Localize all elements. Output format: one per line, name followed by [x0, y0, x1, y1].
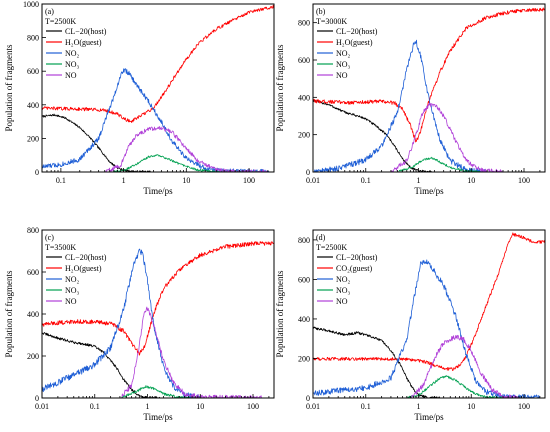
series-line-4	[313, 156, 545, 173]
y-tick-label: 800	[298, 236, 310, 245]
x-tick-label: 0.1	[361, 402, 371, 411]
panel-a: 0.1 1 10 10002004006008001000Time/psPopulat…	[4, 0, 275, 196]
panel-d: 0.01 0.1 1 10 100 0 200 400 600 800 Time/ps Populat…	[275, 229, 546, 422]
x-axis-label: Time/ps	[414, 412, 444, 422]
y-axis-label: Population of fragments	[275, 44, 285, 131]
series-line-2	[41, 241, 275, 356]
series-line-4	[313, 375, 545, 399]
y-tick-label: 200	[298, 131, 310, 140]
legend-label: NO₂	[336, 275, 351, 284]
panel-b: 0.01 0.1 1 10 100 0 200 400 600 800 Time/ps Populat…	[275, 3, 546, 196]
y-tick-label: 400	[298, 315, 310, 324]
x-tick-label: 10	[182, 176, 190, 185]
legend-label: NO	[336, 297, 348, 306]
legend-label: NO₂	[65, 49, 80, 58]
y-tick-label: 800	[27, 34, 39, 43]
x-tick-label: 1	[417, 176, 421, 185]
x-tick-label: 10	[196, 402, 204, 411]
series-line-2	[312, 7, 546, 143]
y-tick-label: 600	[27, 268, 39, 277]
legend-label: H₂O(guest)	[336, 38, 373, 47]
x-tick-label: 100	[518, 176, 530, 185]
y-tick-label: 400	[298, 93, 310, 102]
x-tick-label: 1	[417, 402, 421, 411]
legend-label: H₂O(guest)	[65, 264, 102, 273]
temperature-label: T=2500K	[316, 243, 347, 252]
x-tick-label: 0.01	[306, 176, 320, 185]
legend-label: NO₃	[336, 60, 351, 69]
y-tick-label: 600	[27, 67, 39, 76]
temperature-label: T=2500K	[45, 17, 76, 26]
x-tick-label: 10	[467, 176, 475, 185]
x-tick-label: 1	[122, 176, 126, 185]
legend-label: CL−20(host)	[336, 253, 378, 262]
legend-label: NO₃	[65, 286, 80, 295]
legend-label: CL−20(host)	[336, 27, 378, 36]
x-tick-label: 0.1	[56, 176, 66, 185]
series-line-5	[313, 334, 545, 399]
y-axis-label: Population of fragments	[275, 270, 285, 357]
legend-label: NO	[336, 71, 348, 80]
y-tick-label: 400	[27, 101, 39, 110]
y-axis-label: Population of fragments	[4, 270, 14, 357]
series-line-3	[312, 259, 546, 399]
x-tick-label: 0.01	[35, 402, 49, 411]
y-tick-label: 600	[298, 275, 310, 284]
x-tick-label: 100	[247, 402, 259, 411]
x-axis-label: Time/ps	[143, 186, 173, 196]
x-tick-label: 1	[146, 402, 150, 411]
legend-label: NO₂	[336, 49, 351, 58]
x-axis-label: Time/ps	[143, 412, 173, 422]
x-tick-label: 100	[518, 402, 530, 411]
y-tick-label: 600	[298, 56, 310, 65]
series-line-5	[42, 125, 275, 173]
series-line-4	[42, 154, 274, 173]
y-tick-label: 0	[306, 394, 310, 403]
y-tick-label: 400	[27, 310, 39, 319]
y-tick-label: 200	[298, 354, 310, 363]
panel-label: (b)	[316, 7, 326, 16]
series-line-5	[42, 306, 274, 399]
series-line-2	[41, 5, 275, 123]
y-tick-label: 0	[306, 168, 310, 177]
y-tick-label: 200	[27, 352, 39, 361]
y-tick-label: 800	[298, 19, 310, 28]
legend-label: NO	[65, 71, 77, 80]
legend-label: NO	[65, 297, 77, 306]
y-tick-label: 1000	[23, 0, 39, 9]
temperature-label: T=3000K	[316, 17, 347, 26]
x-tick-label: 0.1	[90, 402, 100, 411]
series-line-2	[312, 232, 546, 372]
y-tick-label: 0	[35, 168, 39, 177]
series-line-3	[41, 68, 275, 173]
legend-label: CL−20(host)	[65, 253, 107, 262]
panel-label: (a)	[45, 7, 54, 16]
legend-label: NO₂	[65, 275, 80, 284]
x-tick-label: 10	[467, 402, 475, 411]
y-axis-label: Population of fragments	[4, 44, 14, 131]
x-tick-label: 100	[243, 176, 255, 185]
legend-label: NO₃	[336, 286, 351, 295]
y-tick-label: 200	[27, 134, 39, 143]
plot-frame	[312, 3, 546, 173]
panel-label: (c)	[45, 233, 54, 242]
x-axis-label: Time/ps	[414, 186, 444, 196]
plot-frame	[41, 3, 275, 173]
legend-label: CL−20(host)	[65, 27, 107, 36]
y-tick-label: 0	[35, 394, 39, 403]
legend-label: NO₃	[65, 60, 80, 69]
legend-label: CO₂(guest)	[336, 264, 372, 273]
legend-label: H₂O(guest)	[65, 38, 102, 47]
panel-label: (d)	[316, 233, 326, 242]
plot-frame	[312, 229, 546, 399]
temperature-label: T=3500K	[45, 243, 76, 252]
y-tick-label: 800	[27, 226, 39, 235]
series-line-1	[41, 113, 274, 173]
panel-c: 0.01 0.1 1 10 100 0 200 400 600 800 Time/ps Populat…	[4, 226, 275, 422]
x-tick-label: 0.01	[306, 402, 320, 411]
x-tick-label: 0.1	[361, 176, 371, 185]
series-line-1	[312, 99, 545, 173]
